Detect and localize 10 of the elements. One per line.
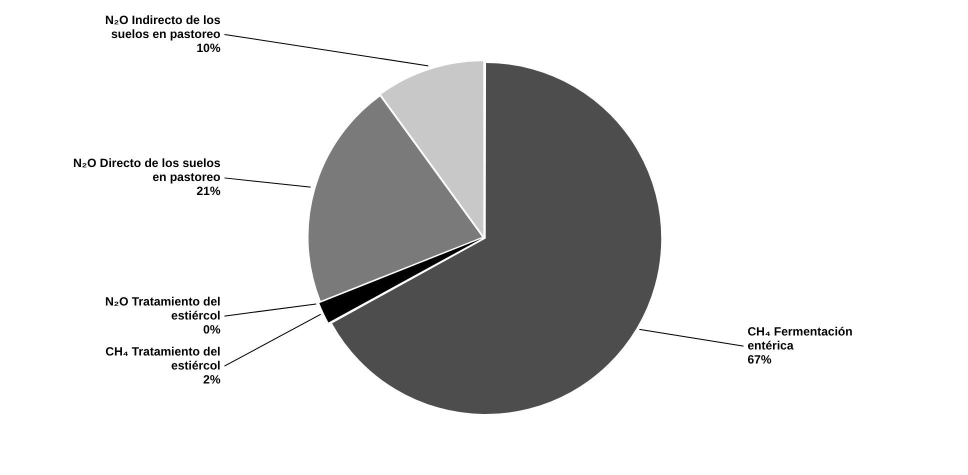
slice-label: N₂O Directo de los suelos en pastoreo: [73, 156, 221, 184]
text: 0%: [203, 322, 220, 336]
data-label: 67%: [748, 352, 772, 366]
slice-label: CH₄ Fermentación entérica: [748, 324, 853, 352]
data-label: 2%: [203, 372, 221, 386]
category-label: N₂O Tratamiento del estiércol: [105, 294, 220, 322]
slice-label: CH₄ Tratamiento del estiércol: [105, 344, 220, 372]
data-label: 10%: [196, 40, 221, 55]
slice-label: N₂O Indirecto de los suelos en pastoreo: [105, 12, 221, 41]
data-label: 21%: [196, 184, 221, 198]
